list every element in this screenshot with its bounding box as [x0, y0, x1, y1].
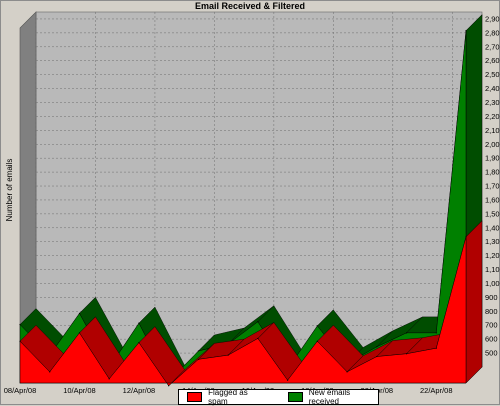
series-spam-point — [435, 347, 437, 349]
legend-swatch-received — [287, 392, 303, 402]
y-tick-label: 2,700 — [485, 42, 500, 51]
y-tick-label: 1,600 — [485, 195, 500, 204]
series-received-point — [435, 332, 437, 334]
series-received-point — [19, 323, 21, 326]
y-tick-label: 2,300 — [485, 98, 500, 107]
plot-back-wall — [35, 11, 483, 368]
x-tick-label: 12/Apr/08 — [123, 386, 156, 395]
x-tick-label: 08/Apr/08 — [4, 386, 37, 395]
legend-label-received: New emails received — [308, 388, 351, 406]
y-tick-label: 700 — [485, 321, 498, 330]
y-tick-label: 1,100 — [485, 265, 500, 274]
y-tick-label: 1,400 — [485, 223, 500, 232]
series-spam-point — [78, 332, 81, 334]
y-tick-label: 1,000 — [485, 279, 500, 288]
series-spam-point — [197, 358, 199, 360]
y-tick-label: 2,800 — [485, 28, 500, 37]
y-tick-label: 2,100 — [485, 126, 500, 135]
legend-label-spam: Flagged as spam — [208, 388, 248, 406]
plot-area — [19, 11, 483, 387]
series-received-point — [138, 322, 140, 324]
legend-item-spam: Flagged as spam — [187, 388, 266, 406]
series-spam-point — [168, 385, 170, 387]
chart-title: Email Received & Filtered — [195, 1, 305, 11]
legend-item-received: New emails received — [287, 388, 378, 406]
series-spam-point — [465, 236, 467, 238]
y-tick-labels: 500 600 700 800 900 1,000 1,100 1,200 1,300 1,400… — [485, 14, 500, 357]
y-tick-label: 800 — [485, 307, 498, 316]
series-spam-point — [227, 354, 229, 356]
y-tick-label: 1,900 — [485, 154, 500, 163]
y-tick-label: 2,200 — [485, 112, 500, 121]
x-tick-label: 10/Apr/08 — [63, 386, 96, 395]
series-received-point — [465, 30, 467, 32]
series-received-point — [78, 312, 81, 314]
y-tick-label: 1,800 — [485, 168, 500, 177]
series-received-point — [197, 350, 199, 352]
series-spam-point — [257, 337, 259, 340]
series-spam-point — [287, 379, 289, 381]
legend-swatch-spam — [187, 392, 203, 402]
series-spam-point — [49, 371, 51, 373]
y-tick-label: 2,600 — [485, 56, 500, 65]
y-tick-label: 600 — [485, 335, 498, 344]
series-spam-point — [316, 340, 318, 342]
series-received-point — [405, 332, 408, 334]
y-tick-label: 900 — [485, 293, 498, 302]
y-tick-label: 1,700 — [485, 182, 500, 191]
x-tick-label: 22/Apr/08 — [420, 386, 453, 395]
y-tick-label: 1,200 — [485, 251, 500, 260]
y-tick-label: 2,500 — [485, 70, 500, 79]
series-spam-end-cap — [465, 220, 483, 384]
series-spam-point — [405, 353, 408, 355]
legend: Flagged as spam New emails received — [178, 388, 379, 406]
y-tick-label: 2,400 — [485, 84, 500, 93]
series-spam-point — [19, 340, 21, 342]
y-tick-label: 500 — [485, 349, 498, 358]
y-tick-label: 1,300 — [485, 237, 500, 246]
y-tick-label: 1,500 — [485, 209, 500, 218]
series-spam-point — [346, 371, 348, 373]
y-tick-label: 2,000 — [485, 140, 500, 149]
series-spam-point — [138, 342, 140, 344]
y-axis-label: Number of emails — [5, 159, 14, 222]
series-received-point — [257, 321, 259, 323]
series-received-point — [316, 325, 318, 327]
series-spam-point — [108, 378, 110, 380]
y-tick-label: 2,900 — [485, 14, 500, 23]
series-received-point — [376, 346, 378, 348]
series-spam-point — [376, 355, 378, 358]
